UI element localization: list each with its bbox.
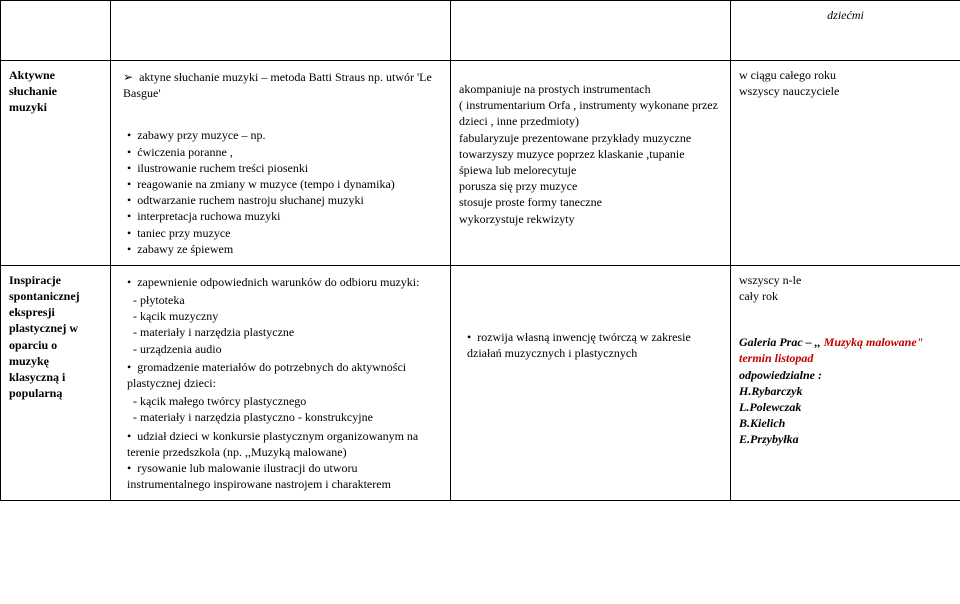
bullet-item: rozwija własną inwencję twórczą w zakres…	[467, 329, 722, 361]
text: porusza się przy muzyce	[459, 178, 722, 194]
bullet-item: ilustrowanie ruchem treści piosenki	[127, 160, 442, 176]
text: dziećmi	[739, 7, 952, 23]
text: wykorzystuje rekwizyty	[459, 211, 722, 227]
text: fabularyzuje prezentowane przykłady muzy…	[459, 130, 722, 146]
text: spontanicznej	[9, 288, 102, 304]
dash-item: kącik muzyczny	[133, 308, 442, 324]
cell: zapewnienie odpowiednich warunków do odb…	[111, 265, 451, 500]
table-row: Inspiracje spontanicznej ekspresji plast…	[1, 265, 960, 500]
bullet-item: ćwiczenia poranne ,	[127, 144, 442, 160]
text: muzykę	[9, 353, 102, 369]
document-table: dziećmi Aktywne słuchanie muzyki aktyne …	[0, 0, 960, 501]
bullet-item: taniec przy muzyce	[127, 225, 442, 241]
text: E.Przybyłka	[739, 431, 952, 447]
bullet-item: zabawy ze śpiewem	[127, 241, 442, 257]
text: Inspiracje	[9, 272, 102, 288]
text: L.Polewczak	[739, 399, 952, 415]
text: klasyczną i	[9, 369, 102, 385]
text: akompaniuje na prostych instrumentach	[459, 81, 722, 97]
table-row: Aktywne słuchanie muzyki aktyne słuchani…	[1, 61, 960, 266]
dash-item: płytoteka	[133, 292, 442, 308]
bullet-item: interpretacja ruchowa muzyki	[127, 208, 442, 224]
cell	[111, 1, 451, 61]
cell	[451, 1, 731, 61]
text: Muzyką malowane"	[824, 335, 924, 349]
cell-heading: Aktywne słuchanie muzyki	[1, 61, 111, 266]
text: muzyki	[9, 99, 102, 115]
text: Aktywne	[9, 67, 102, 83]
bullet-item: odtwarzanie ruchem nastroju słuchanej mu…	[127, 192, 442, 208]
text: odpowiedzialne :	[739, 367, 952, 383]
text: cały rok	[739, 288, 952, 304]
text: słuchanie	[9, 83, 102, 99]
text: oparciu o	[9, 337, 102, 353]
dash-item: urządzenia audio	[133, 341, 442, 357]
cell: wszyscy n-le cały rok Galeria Prac – ,, …	[731, 265, 960, 500]
text: termin listopad	[739, 350, 952, 366]
bullet-item: rysowanie lub malowanie ilustracji do ut…	[127, 460, 442, 492]
text: popularną	[9, 385, 102, 401]
dash-item: materiały i narzędzia plastyczno - konst…	[133, 409, 442, 425]
bullet-item: zapewnienie odpowiednich warunków do odb…	[127, 274, 442, 290]
cell-heading: Inspiracje spontanicznej ekspresji plast…	[1, 265, 111, 500]
dash-item: kącik małego twórcy plastycznego	[133, 393, 442, 409]
dash-item: materiały i narzędzia plastyczne	[133, 324, 442, 340]
text: H.Rybarczyk	[739, 383, 952, 399]
bullet-item: zabawy przy muzyce – np.	[127, 127, 442, 143]
bullet-item: udział dzieci w konkursie plastycznym or…	[127, 428, 442, 460]
cell: rozwija własną inwencję twórczą w zakres…	[451, 265, 731, 500]
table-row: dziećmi	[1, 1, 960, 61]
cell: akompaniuje na prostych instrumentach ( …	[451, 61, 731, 266]
text: ekspresji	[9, 304, 102, 320]
cell	[1, 1, 111, 61]
bullet-item: reagowanie na zmiany w muzyce (tempo i d…	[127, 176, 442, 192]
arrow-item: aktyne słuchanie muzyki – metoda Batti S…	[123, 69, 442, 101]
cell: dziećmi	[731, 1, 960, 61]
text: plastycznej w	[9, 320, 102, 336]
cell: w ciągu całego roku wszyscy nauczyciele	[731, 61, 960, 266]
text: ( instrumentarium Orfa , instrumenty wyk…	[459, 97, 722, 129]
text: towarzyszy muzyce poprzez klaskanie ,tup…	[459, 146, 722, 162]
text: stosuje proste formy taneczne	[459, 194, 722, 210]
text: B.Kielich	[739, 415, 952, 431]
cell: aktyne słuchanie muzyki – metoda Batti S…	[111, 61, 451, 266]
text: w ciągu całego roku	[739, 67, 952, 83]
text: Galeria Prac – ,,	[739, 335, 821, 349]
text: wszyscy nauczyciele	[739, 83, 952, 99]
bullet-item: gromadzenie materiałów do potrzebnych do…	[127, 359, 442, 391]
text: wszyscy n-le	[739, 272, 952, 288]
text: śpiewa lub melorecytuje	[459, 162, 722, 178]
text: Galeria Prac – ,, Muzyką malowane"	[739, 334, 952, 350]
